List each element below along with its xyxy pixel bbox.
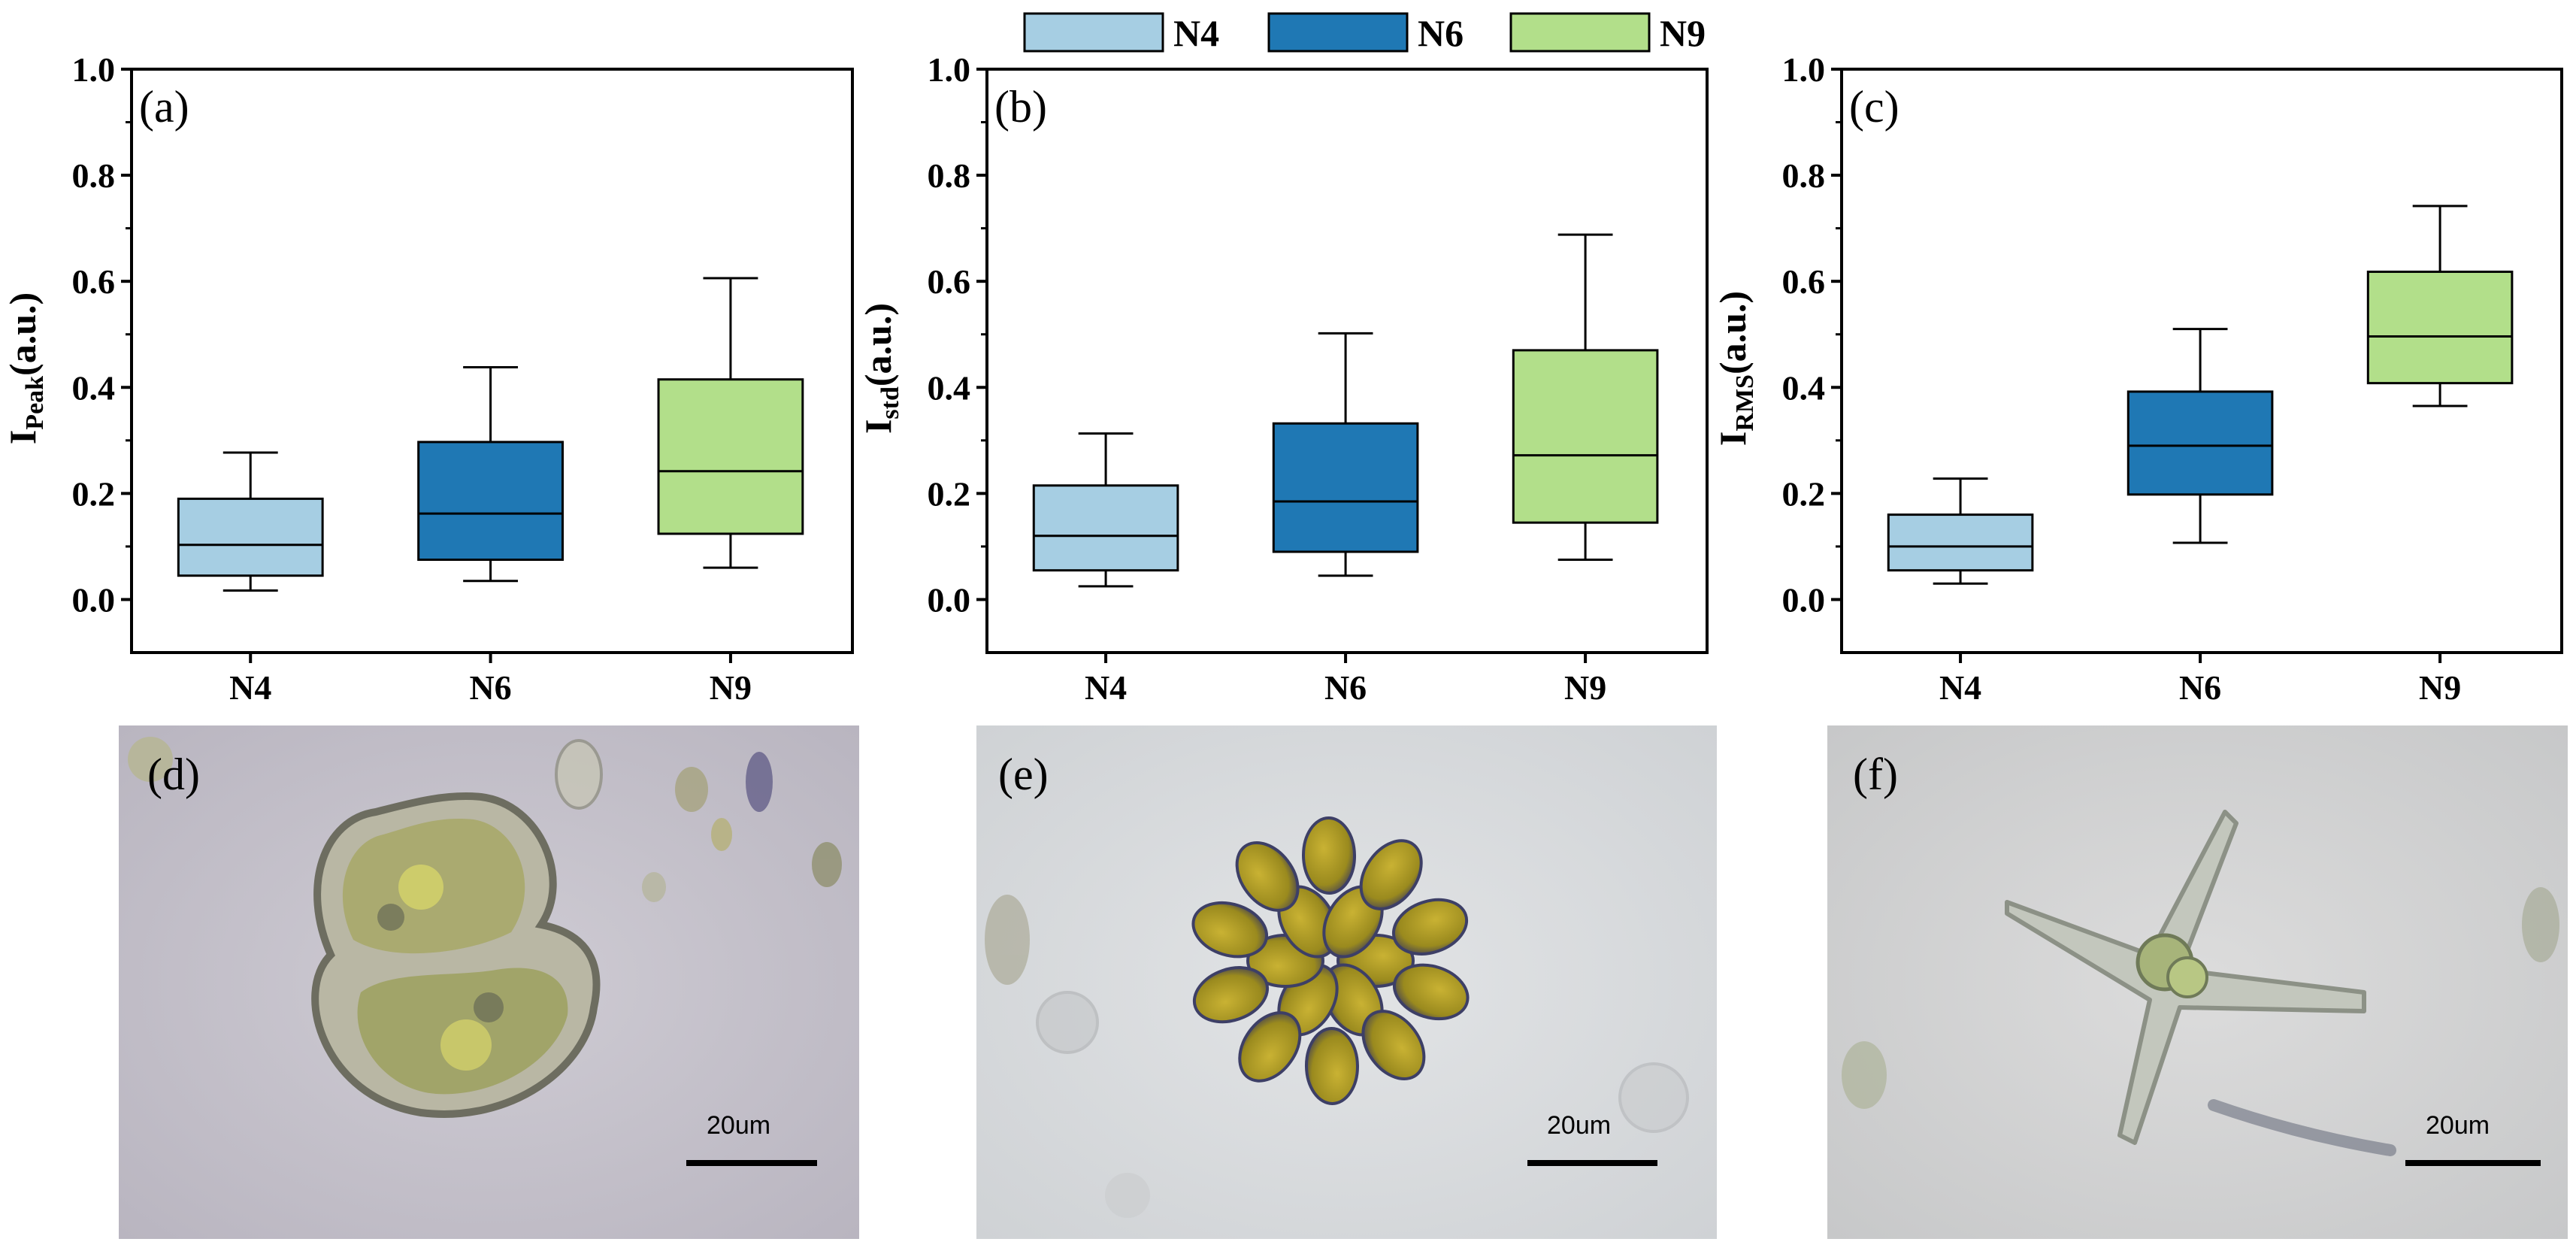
colony-cell	[1191, 901, 1269, 959]
colony-cell	[1238, 1011, 1302, 1083]
y-tick-label-c: 0.8	[1782, 156, 1826, 195]
x-tick-label-a: N6	[469, 668, 511, 707]
legend-label-n4: N4	[1173, 12, 1219, 54]
panel-label-c: (c)	[1849, 82, 1899, 132]
boxplot-panel-c: 0.0 0.2 0.4 0.6 0.8 1.0 IRMS(a.u.) (c) N4 N6 N9	[1712, 50, 2563, 707]
x-tick-label-c: N4	[1939, 668, 1981, 707]
box-n9-b	[1512, 349, 1659, 524]
colony-cell	[1192, 966, 1270, 1024]
x-tick-label-a: N4	[229, 668, 271, 707]
x-tick-label-a: N9	[710, 668, 752, 707]
scale-label-e: 20um	[1547, 1111, 1611, 1140]
x-tick-label-c: N6	[2179, 668, 2221, 707]
y-tick-label-c: 0.0	[1782, 580, 1826, 619]
colony-cell	[1391, 898, 1469, 956]
y-tick-label-b: 1.0	[928, 50, 971, 89]
panel-label-f: (f)	[1853, 750, 1898, 799]
y-tick-label-b: 0.0	[928, 580, 971, 619]
scale-label-f: 20um	[2426, 1111, 2490, 1140]
box-n6-b	[1272, 422, 1419, 553]
micrograph-d: (d) 20um	[119, 725, 859, 1239]
panel-label-d: (d)	[147, 750, 200, 799]
cell-colony-e	[1191, 816, 1470, 1105]
x-tick-label-b: N4	[1085, 668, 1127, 707]
colony-cell	[1359, 839, 1423, 910]
x-tick-label-b: N9	[1564, 668, 1606, 707]
colony-cell	[1304, 1026, 1359, 1105]
y-tick-label-b: 0.8	[928, 156, 971, 195]
cell-d	[311, 792, 601, 1118]
legend-swatch-n9	[1509, 12, 1651, 53]
y-tick-label-a: 0.4	[72, 368, 116, 407]
box-n4-c	[1887, 513, 2034, 572]
y-axis-title-b: Istd(a.u.)	[857, 303, 904, 434]
legend-label-n9: N9	[1660, 12, 1706, 54]
colony-cell	[1302, 816, 1357, 895]
box-n9-c	[2366, 270, 2514, 385]
y-axis-title-c: IRMS(a.u.)	[1712, 291, 1759, 446]
colony-cell	[1392, 963, 1470, 1021]
legend-label-n6: N6	[1418, 12, 1464, 54]
x-tick-label-c: N9	[2419, 668, 2461, 707]
box-n6-c	[2126, 390, 2274, 496]
y-tick-label-a: 1.0	[72, 50, 116, 89]
boxplot-panel-b: 0.0 0.2 0.4 0.6 0.8 1.0 Istd(a.u.) (b) N4 N6 N9	[857, 50, 1709, 707]
box-n4-b	[1032, 484, 1179, 572]
y-tick-label-c: 0.4	[1782, 368, 1826, 407]
colony-cell	[1361, 1010, 1426, 1081]
box-n9-a	[657, 378, 804, 535]
legend-swatch-n4	[1023, 12, 1164, 53]
y-tick-label-a: 0.8	[72, 156, 116, 195]
y-tick-label-c: 0.2	[1782, 474, 1826, 513]
y-tick-label-c: 0.6	[1782, 262, 1826, 301]
panel-label-a: (a)	[139, 82, 189, 132]
scale-label-d: 20um	[707, 1111, 770, 1140]
legend: N4 N6 N9	[1023, 12, 1706, 54]
y-tick-label-b: 0.2	[928, 474, 971, 513]
y-tick-label-a: 0.2	[72, 474, 116, 513]
panel-label-b: (b)	[994, 82, 1047, 132]
legend-swatch-n6	[1267, 12, 1409, 53]
colony-cell	[1235, 841, 1300, 912]
debris-d	[128, 737, 842, 902]
micrograph-e: (e) 20um	[976, 725, 1717, 1239]
box-n4-a	[177, 497, 324, 577]
box-n6-a	[417, 441, 564, 562]
y-tick-label-a: 0.6	[72, 262, 116, 301]
cell-f	[2005, 810, 2366, 1145]
panel-label-e: (e)	[998, 750, 1049, 799]
boxplot-panel-a: 0.0 0.2 0.4 0.6 0.8 1.0 IPeak(a.u.) (a) N4 N6 N9	[2, 50, 854, 707]
y-tick-label-c: 1.0	[1782, 50, 1826, 89]
y-axis-title-a: IPeak(a.u.)	[2, 292, 49, 444]
y-tick-label-b: 0.4	[928, 368, 971, 407]
x-tick-label-b: N6	[1324, 668, 1367, 707]
debris-e	[985, 895, 1689, 1218]
debris-f	[1842, 887, 2559, 1156]
y-tick-label-a: 0.0	[72, 580, 116, 619]
micrograph-f: (f) 20um	[1827, 725, 2568, 1239]
y-tick-label-b: 0.6	[928, 262, 971, 301]
